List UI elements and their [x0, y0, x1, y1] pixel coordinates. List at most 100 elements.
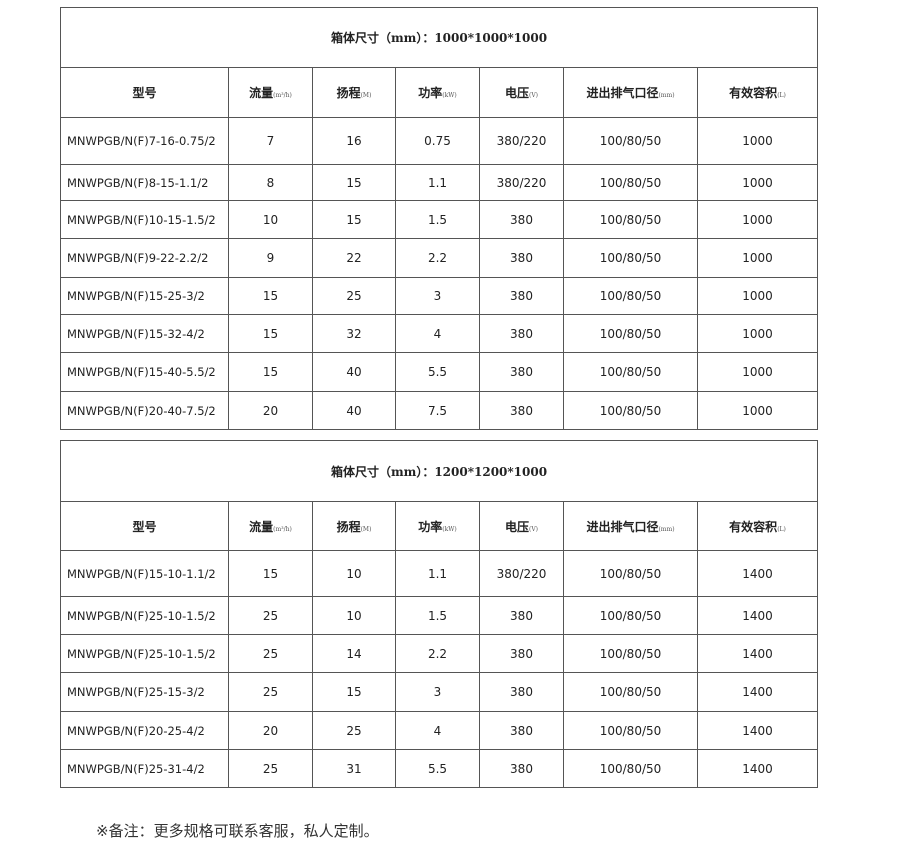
header-unit: (mm)	[658, 92, 675, 99]
table-cell: 20	[228, 391, 313, 430]
table-cell: 9	[228, 238, 313, 278]
column-header: 进出排气口径(mm)	[563, 501, 698, 551]
table-cell: 380	[479, 596, 564, 635]
header-label: 流量	[249, 519, 274, 534]
table-cell: 4	[395, 314, 480, 353]
column-header: 电压(V)	[479, 67, 564, 118]
table-cell: 14	[312, 634, 396, 673]
table-cell: 100/80/50	[563, 672, 698, 712]
table-cell: 10	[228, 200, 313, 239]
table-cell: 31	[312, 749, 396, 788]
header-label: 功率	[418, 519, 443, 534]
table-cell: 25	[312, 711, 396, 750]
footnote: ※备注：更多规格可联系客服，私人定制。	[96, 822, 379, 840]
table-cell: 25	[312, 277, 396, 315]
table-cell: 10	[312, 596, 396, 635]
table-cell: 380	[479, 238, 564, 278]
header-label: 功率	[418, 86, 443, 100]
header-label: 电压	[504, 86, 529, 100]
table-cell: 25	[228, 596, 313, 635]
table-cell: 380/220	[479, 550, 564, 597]
table-cell: MNWPGB/N(F)25-10-1.5/2	[60, 634, 229, 673]
table-cell: MNWPGB/N(F)15-40-5.5/2	[60, 352, 229, 392]
table-cell: 1400	[696, 672, 819, 712]
table-cell: 380	[479, 314, 564, 353]
table-cell: 15	[228, 352, 313, 392]
table-cell: 3	[395, 672, 480, 712]
table-cell: MNWPGB/N(F)10-15-1.5/2	[60, 200, 229, 239]
table-cell: 1000	[696, 391, 819, 430]
column-header: 有效容积(L)	[696, 501, 819, 551]
header-unit: (kW)	[442, 92, 457, 99]
column-header: 扬程(M)	[312, 501, 396, 551]
header-label: 型号	[132, 86, 157, 100]
table-title: 箱体尺寸（mm）：1200*1200*1000	[59, 440, 819, 502]
column-header: 功率(kW)	[395, 501, 480, 551]
header-label: 扬程	[336, 86, 361, 100]
column-header: 进出排气口径(mm)	[563, 67, 698, 118]
table-cell: 15	[312, 200, 396, 239]
table-cell: 100/80/50	[563, 749, 698, 788]
table-cell: MNWPGB/N(F)25-10-1.5/2	[60, 596, 229, 635]
table-row: MNWPGB/N(F)25-10-1.5/2 25 14 2.2 380 100/80/5…	[60, 634, 819, 673]
table-cell: 380	[479, 352, 564, 392]
header-unit: (V)	[529, 92, 539, 99]
table-cell: 25	[228, 672, 313, 712]
table-row: MNWPGB/N(F)7-16-0.75/2 7 16 0.75 380/220 100/…	[60, 117, 819, 165]
table-cell: 1400	[696, 634, 819, 673]
table-row: MNWPGB/N(F)25-10-1.5/2 25 10 1.5 380 100/80/5…	[60, 596, 819, 635]
header-label: 电压	[504, 519, 529, 534]
table-row: MNWPGB/N(F)25-15-3/2 25 15 3 380 100/80/50 140…	[60, 672, 819, 712]
column-header: 流量(m³/h)	[228, 501, 313, 551]
table-cell: 1.5	[395, 596, 480, 635]
header-label: 有效容积	[729, 86, 778, 100]
table-title: 箱体尺寸（mm）：1000*1000*1000	[59, 7, 819, 68]
header-unit: (L)	[777, 92, 786, 99]
header-unit: (mm)	[658, 525, 675, 533]
table-cell: 25	[228, 634, 313, 673]
header-unit: (V)	[529, 525, 539, 533]
table-cell: 7	[228, 117, 313, 165]
table-cell: 1000	[696, 277, 819, 315]
table-row: MNWPGB/N(F)15-40-5.5/2 15 40 5.5 380 100/80/5…	[60, 352, 819, 392]
header-label: 型号	[132, 519, 157, 534]
table-cell: 380	[479, 200, 564, 239]
table-cell: 1400	[696, 596, 819, 635]
table-cell: 1400	[696, 550, 819, 597]
table-cell: 15	[228, 277, 313, 315]
table-cell: 100/80/50	[563, 314, 698, 353]
table-cell: 1400	[696, 749, 819, 788]
table-cell: 380	[479, 711, 564, 750]
table-cell: 100/80/50	[563, 117, 698, 165]
table-cell: 100/80/50	[563, 352, 698, 392]
table-cell: MNWPGB/N(F)15-32-4/2	[60, 314, 229, 353]
table-cell: 100/80/50	[563, 711, 698, 750]
header-unit: (M)	[360, 525, 372, 533]
table-cell: 100/80/50	[563, 164, 698, 201]
table-cell: 380	[479, 391, 564, 430]
table-cell: 100/80/50	[563, 277, 698, 315]
table-cell: 380	[479, 672, 564, 712]
table-cell: 7.5	[395, 391, 480, 430]
table-cell: 1.1	[395, 550, 480, 597]
table-cell: 1400	[696, 711, 819, 750]
header-label: 流量	[249, 86, 274, 100]
header-label: 进出排气口径	[586, 86, 659, 100]
table-cell: 1000	[696, 352, 819, 392]
table-row: MNWPGB/N(F)10-15-1.5/2 10 15 1.5 380 100/80/5…	[60, 200, 819, 239]
table-row: MNWPGB/N(F)15-25-3/2 15 25 3 380 100/80/50 100…	[60, 277, 819, 315]
spec-table: 箱体尺寸（mm）：1000*1000*1000 型号 流量(m³/h) 扬程(M) 功率…	[59, 7, 819, 430]
table-cell: MNWPGB/N(F)9-22-2.2/2	[60, 238, 229, 278]
table-row: MNWPGB/N(F)20-25-4/2 20 25 4 380 100/80/50 140…	[60, 711, 819, 750]
table-cell: 15	[312, 164, 396, 201]
column-header: 功率(kW)	[395, 67, 480, 118]
table-cell: 100/80/50	[563, 634, 698, 673]
table-row: MNWPGB/N(F)25-31-4/2 25 31 5.5 380 100/80/50 1…	[60, 749, 819, 788]
table-cell: 2.2	[395, 238, 480, 278]
table-cell: MNWPGB/N(F)20-40-7.5/2	[60, 391, 229, 430]
column-header: 电压(V)	[479, 501, 564, 551]
table-cell: 380	[479, 749, 564, 788]
table-cell: 0.75	[395, 117, 480, 165]
table-cell: 10	[312, 550, 396, 597]
table-cell: 380/220	[479, 117, 564, 165]
